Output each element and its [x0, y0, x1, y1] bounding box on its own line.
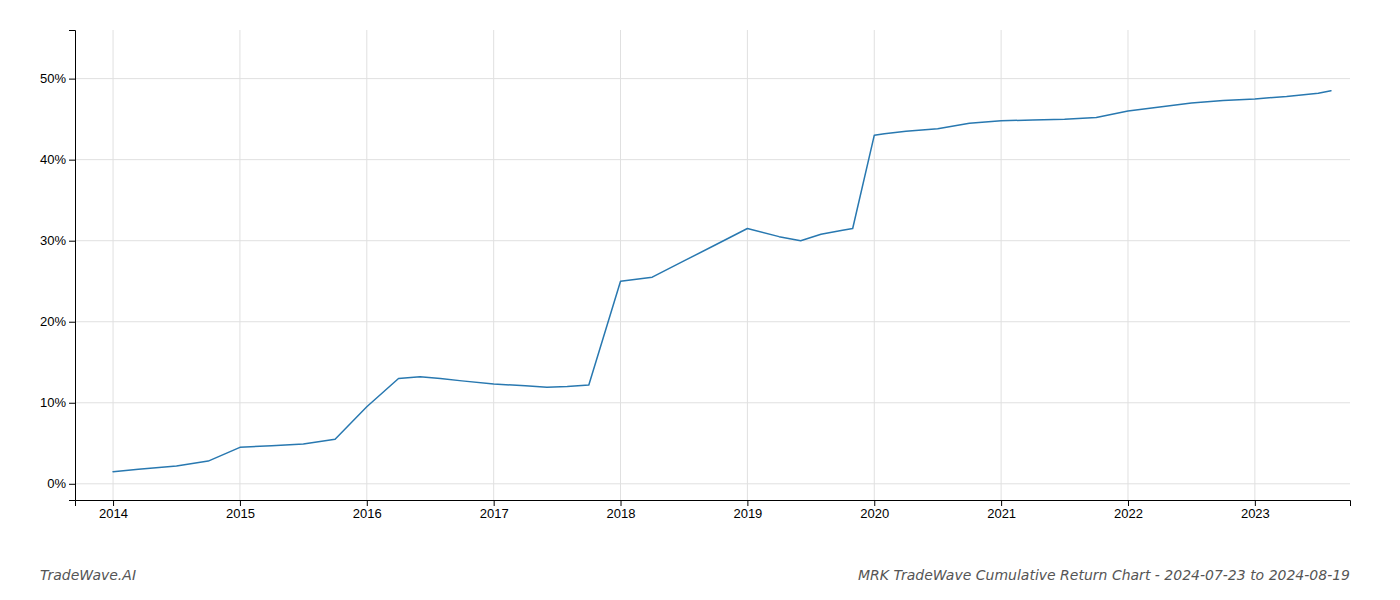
grid-line: [1001, 30, 1002, 500]
marks: [113, 91, 1331, 472]
tick: 2019: [733, 500, 762, 521]
tick-label: 2023: [1241, 506, 1270, 521]
grid-line: [366, 30, 367, 500]
watermark: TradeWave.AI: [40, 567, 136, 583]
tick-label: 10%: [40, 395, 66, 410]
plot-area: 2014 2015 2016 2017 2018 2019 2020 2021 2022 2023…: [40, 30, 1351, 521]
tick-mark: [69, 160, 75, 161]
tick-mark: [113, 500, 114, 506]
tick-mark: [1001, 500, 1002, 506]
tick: 2021: [987, 500, 1016, 521]
grid-line: [75, 240, 1350, 241]
tick-label: 2018: [607, 506, 636, 521]
tick-label: 40%: [40, 152, 66, 167]
tick-mark: [69, 79, 75, 80]
tick-label: 2017: [480, 506, 509, 521]
y-axis: 0% 10% 20% 30% 40% 50%: [40, 31, 76, 501]
grid-line: [113, 30, 114, 500]
tick-mark: [69, 484, 75, 485]
tick: 20%: [40, 314, 75, 329]
grid-line: [239, 30, 240, 500]
tick: 10%: [40, 395, 75, 410]
grid-line: [874, 30, 875, 500]
tick: 2014: [99, 500, 128, 521]
grid-line: [1127, 30, 1128, 500]
axis-line: [76, 501, 1351, 507]
tick: 2023: [1241, 500, 1270, 521]
tick-mark: [240, 500, 241, 506]
tick-label: 2014: [99, 506, 128, 521]
grid-line: [75, 78, 1350, 79]
grid-line: [75, 483, 1350, 484]
tick-label: 2022: [1114, 506, 1143, 521]
tick: 2015: [226, 500, 255, 521]
tick-mark: [874, 500, 875, 506]
tick-mark: [494, 500, 495, 506]
tick: 2016: [353, 500, 382, 521]
grid-line: [75, 321, 1350, 322]
title: MRK TradeWave Cumulative Return Chart - …: [858, 567, 1350, 583]
tick: 50%: [40, 71, 75, 86]
tick-mark: [1128, 500, 1129, 506]
tick: 2022: [1114, 500, 1143, 521]
tick: 2017: [480, 500, 509, 521]
grid-line: [493, 30, 494, 500]
chart: 2014 2015 2016 2017 2018 2019 2020 2021 2022 2023…: [0, 0, 1400, 600]
grid: [75, 30, 1350, 500]
tick-label: 2015: [226, 506, 255, 521]
tick-label: 2016: [353, 506, 382, 521]
tick-mark: [367, 500, 368, 506]
tick: 40%: [40, 152, 75, 167]
tick-mark: [69, 322, 75, 323]
x-axis: 2014 2015 2016 2017 2018 2019 2020 2021 2022 2023: [76, 500, 1351, 521]
tick-mark: [621, 500, 622, 506]
tick-label: 2019: [733, 506, 762, 521]
tick-label: 2021: [987, 506, 1016, 521]
line: [113, 91, 1331, 472]
tick-mark: [1255, 500, 1256, 506]
grid-line: [747, 30, 748, 500]
axis-line: [69, 31, 76, 501]
tick: 0%: [47, 476, 75, 491]
grid-line: [1254, 30, 1255, 500]
grid-line: [75, 402, 1350, 403]
tick-label: 2020: [860, 506, 889, 521]
grid-line: [75, 159, 1350, 160]
tick-label: 50%: [40, 71, 66, 86]
grid-line: [620, 30, 621, 500]
tick: 30%: [40, 233, 75, 248]
tick-label: 0%: [47, 476, 66, 491]
tick-mark: [69, 403, 75, 404]
tick-label: 20%: [40, 314, 66, 329]
tick: 2020: [860, 500, 889, 521]
tick-label: 30%: [40, 233, 66, 248]
tick-mark: [747, 500, 748, 506]
tick: 2018: [607, 500, 636, 521]
tick-mark: [69, 241, 75, 242]
